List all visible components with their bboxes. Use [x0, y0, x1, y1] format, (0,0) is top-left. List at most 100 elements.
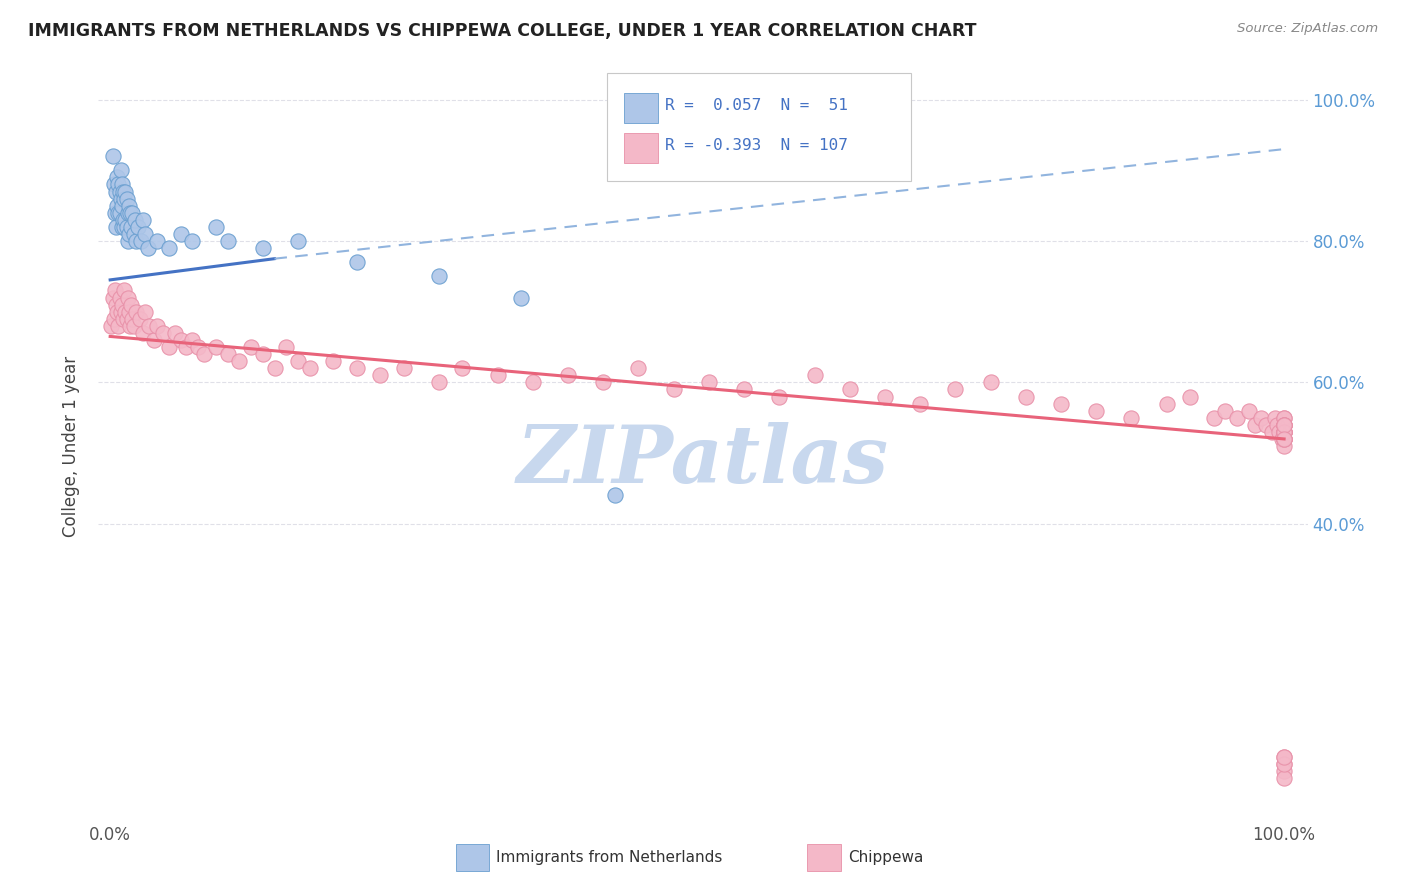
- Point: [134, 227, 156, 241]
- Point: [228, 354, 250, 368]
- Point: [112, 284, 135, 298]
- Point: [157, 340, 180, 354]
- Point: [115, 219, 138, 234]
- Point: [1272, 417, 1295, 432]
- Point: [105, 199, 128, 213]
- Point: [368, 368, 391, 383]
- Point: [1272, 757, 1295, 772]
- Point: [945, 383, 967, 397]
- Point: [287, 354, 309, 368]
- Point: [1272, 417, 1295, 432]
- Point: [768, 390, 790, 404]
- Point: [1085, 403, 1108, 417]
- Point: [105, 185, 128, 199]
- Point: [1272, 425, 1295, 439]
- Point: [1272, 425, 1295, 439]
- Point: [163, 326, 186, 340]
- Point: [522, 376, 544, 390]
- Point: [1272, 750, 1295, 764]
- Point: [1272, 410, 1295, 425]
- Text: R =  0.057  N =  51: R = 0.057 N = 51: [665, 98, 848, 112]
- Point: [134, 304, 156, 318]
- Point: [110, 192, 132, 206]
- Point: [169, 333, 191, 347]
- Point: [110, 304, 132, 318]
- Point: [103, 311, 125, 326]
- Point: [1271, 432, 1294, 446]
- Point: [104, 284, 127, 298]
- Point: [111, 199, 134, 213]
- Text: IMMIGRANTS FROM NETHERLANDS VS CHIPPEWA COLLEGE, UNDER 1 YEAR CORRELATION CHART: IMMIGRANTS FROM NETHERLANDS VS CHIPPEWA …: [28, 22, 977, 40]
- Point: [181, 234, 204, 248]
- Point: [108, 185, 131, 199]
- Point: [124, 212, 146, 227]
- Y-axis label: College, Under 1 year: College, Under 1 year: [62, 355, 80, 537]
- Point: [1272, 425, 1295, 439]
- Point: [1256, 417, 1278, 432]
- Point: [1226, 410, 1249, 425]
- Point: [111, 298, 134, 312]
- Point: [217, 234, 239, 248]
- Point: [1272, 750, 1295, 764]
- Point: [107, 318, 129, 333]
- Point: [662, 383, 685, 397]
- Point: [1250, 410, 1272, 425]
- Point: [1202, 410, 1225, 425]
- Point: [117, 291, 139, 305]
- Point: [169, 227, 191, 241]
- Point: [181, 333, 204, 347]
- Point: [112, 185, 135, 199]
- Point: [1015, 390, 1038, 404]
- Point: [1272, 425, 1295, 439]
- Point: [105, 170, 128, 185]
- Point: [132, 212, 155, 227]
- Point: [1272, 771, 1295, 785]
- Point: [276, 340, 298, 354]
- Point: [110, 163, 132, 178]
- Point: [100, 318, 122, 333]
- Point: [122, 318, 145, 333]
- Point: [1272, 764, 1295, 779]
- Point: [187, 340, 209, 354]
- Point: [980, 376, 1002, 390]
- Text: Chippewa: Chippewa: [848, 850, 924, 864]
- Point: [146, 318, 169, 333]
- Point: [121, 205, 143, 219]
- Point: [1121, 410, 1143, 425]
- Point: [1272, 757, 1295, 772]
- Point: [128, 311, 150, 326]
- Point: [486, 368, 509, 383]
- Point: [120, 205, 142, 219]
- Point: [107, 178, 129, 192]
- Point: [120, 298, 142, 312]
- Point: [1265, 417, 1288, 432]
- Point: [510, 291, 533, 305]
- Point: [108, 205, 131, 219]
- Point: [121, 311, 143, 326]
- Point: [136, 241, 159, 255]
- Point: [346, 361, 368, 376]
- Point: [252, 347, 274, 361]
- Text: R = -0.393  N = 107: R = -0.393 N = 107: [665, 138, 848, 153]
- Point: [125, 234, 148, 248]
- Point: [1264, 410, 1286, 425]
- Point: [427, 376, 450, 390]
- Point: [127, 219, 149, 234]
- Text: ZIPatlas: ZIPatlas: [517, 422, 889, 500]
- Point: [451, 361, 474, 376]
- Point: [733, 383, 755, 397]
- Point: [240, 340, 263, 354]
- Point: [103, 178, 125, 192]
- Point: [105, 298, 128, 312]
- Point: [142, 333, 165, 347]
- Point: [1272, 425, 1295, 439]
- Point: [1237, 403, 1260, 417]
- Point: [263, 361, 285, 376]
- Point: [557, 368, 579, 383]
- Point: [592, 376, 614, 390]
- Point: [114, 212, 136, 227]
- Point: [392, 361, 415, 376]
- Point: [287, 234, 309, 248]
- Point: [120, 318, 142, 333]
- Point: [117, 234, 139, 248]
